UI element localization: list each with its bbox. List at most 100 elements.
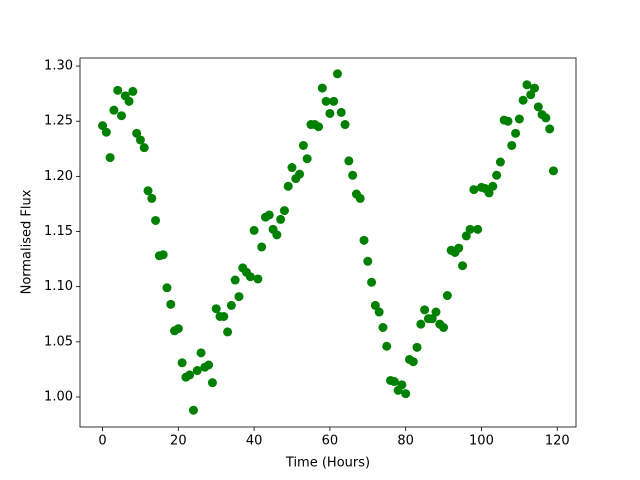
- point: [101, 127, 111, 137]
- point: [340, 120, 350, 130]
- point: [503, 116, 513, 126]
- x-tick-label: 40: [246, 434, 263, 449]
- point: [541, 113, 551, 123]
- point: [249, 225, 259, 235]
- point: [98, 121, 108, 131]
- y-tick-label: 1.25: [44, 114, 73, 129]
- y-tick-label: 1.30: [44, 59, 73, 74]
- point: [188, 405, 198, 415]
- point: [336, 107, 346, 117]
- point: [302, 154, 312, 164]
- point: [177, 358, 187, 368]
- point: [116, 111, 126, 121]
- point: [363, 256, 373, 266]
- y-tick-label: 1.20: [44, 169, 73, 184]
- point: [454, 243, 464, 253]
- point: [511, 128, 521, 138]
- point: [207, 378, 217, 388]
- point: [374, 307, 384, 317]
- point: [298, 140, 308, 150]
- point: [124, 96, 134, 106]
- axes-frame: [79, 57, 577, 428]
- point: [151, 215, 161, 225]
- point: [458, 261, 468, 271]
- point: [412, 342, 422, 352]
- point: [408, 357, 418, 367]
- point: [389, 377, 399, 387]
- point: [332, 69, 342, 79]
- point: [378, 322, 388, 332]
- point: [211, 304, 221, 314]
- point: [495, 157, 505, 167]
- point: [139, 143, 149, 153]
- point: [147, 193, 157, 203]
- point: [295, 169, 305, 179]
- point: [185, 370, 195, 380]
- point: [109, 105, 119, 115]
- x-tick-label: 0: [98, 434, 106, 449]
- point: [276, 214, 286, 224]
- point: [166, 299, 176, 309]
- point: [545, 124, 555, 134]
- point: [257, 242, 267, 252]
- y-tick-label: 1.15: [44, 224, 73, 239]
- point: [264, 210, 274, 220]
- point: [522, 80, 532, 90]
- point: [132, 128, 142, 138]
- point: [348, 170, 358, 180]
- point: [416, 319, 426, 329]
- point: [226, 300, 236, 310]
- point: [431, 307, 441, 317]
- point: [253, 274, 263, 284]
- point: [465, 224, 475, 234]
- point: [279, 206, 289, 216]
- point: [401, 389, 411, 399]
- point: [283, 181, 293, 191]
- point: [397, 380, 407, 390]
- point: [245, 272, 255, 282]
- y-tick-label: 1.10: [44, 279, 73, 294]
- y-tick-label: 1.05: [44, 334, 73, 349]
- point: [359, 235, 369, 245]
- point: [230, 275, 240, 285]
- x-tick-label: 100: [469, 434, 494, 449]
- point: [192, 366, 202, 376]
- point: [173, 324, 183, 334]
- point: [492, 170, 502, 180]
- x-tick-label: 80: [397, 434, 414, 449]
- point: [548, 166, 558, 176]
- x-tick-label: 60: [322, 434, 339, 449]
- point: [507, 140, 517, 150]
- point: [196, 348, 206, 358]
- point: [113, 85, 123, 95]
- point: [442, 291, 452, 301]
- point: [287, 163, 297, 173]
- x-axis-label: Time (Hours): [285, 456, 370, 471]
- point: [461, 231, 471, 241]
- point: [272, 230, 282, 240]
- point: [314, 122, 324, 132]
- point: [135, 135, 145, 145]
- point: [473, 224, 483, 234]
- point: [317, 83, 327, 93]
- point: [143, 186, 153, 196]
- x-tick-label: 20: [170, 434, 187, 449]
- point: [427, 314, 437, 324]
- y-tick-label: 1.00: [44, 389, 73, 404]
- point: [367, 277, 377, 287]
- point: [223, 327, 233, 337]
- point: [420, 305, 430, 315]
- point: [128, 86, 138, 96]
- point: [325, 108, 335, 118]
- point: [370, 300, 380, 310]
- point: [162, 283, 172, 293]
- point: [530, 83, 540, 93]
- point: [234, 292, 244, 302]
- point: [439, 322, 449, 332]
- point: [382, 341, 392, 351]
- point: [329, 96, 339, 106]
- point: [355, 193, 365, 203]
- point: [204, 360, 214, 370]
- point: [488, 181, 498, 191]
